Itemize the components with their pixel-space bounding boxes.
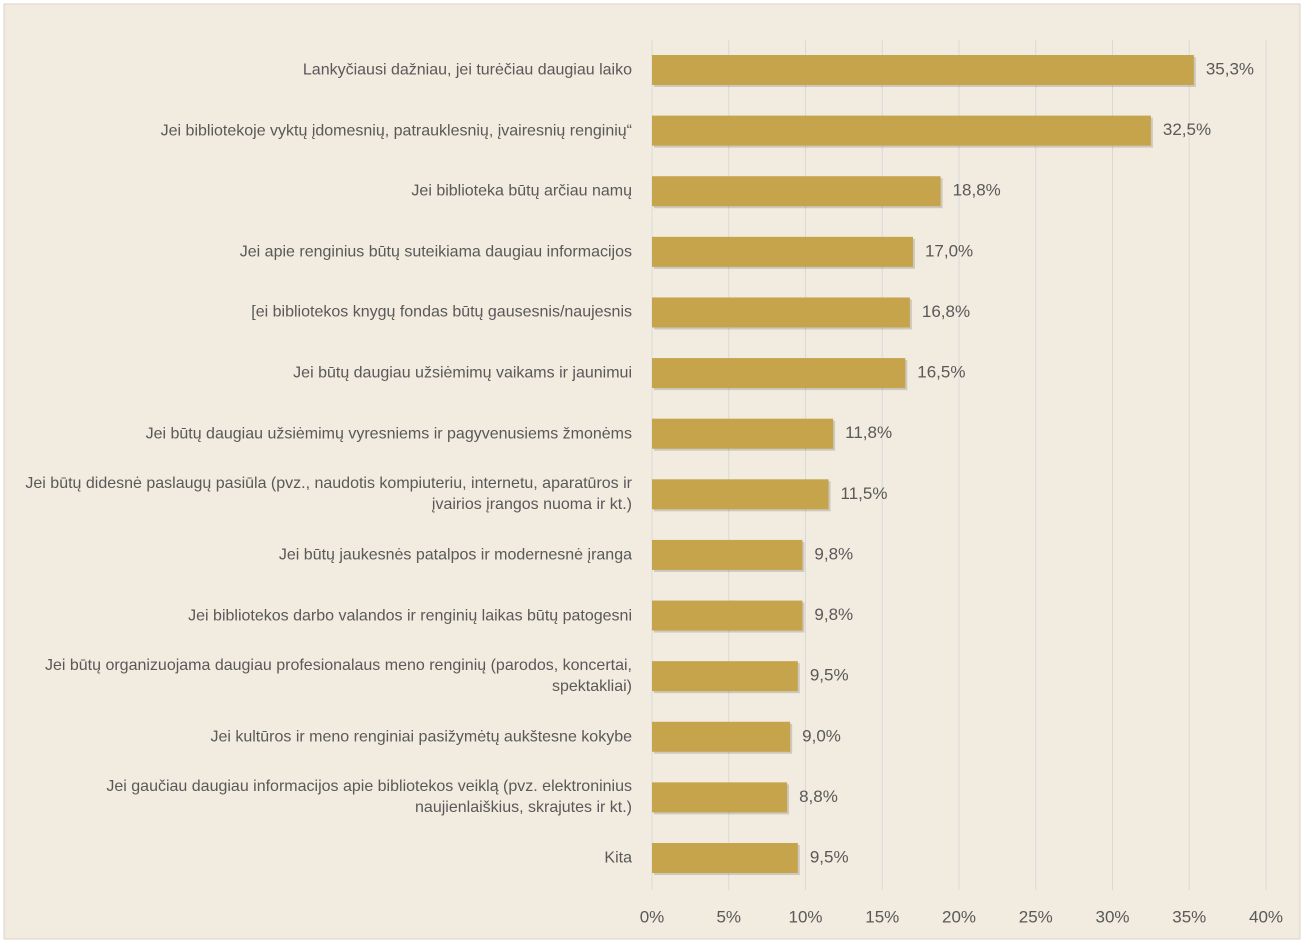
category-label: Jei gaučiau daugiau informacijos apie bi… [106,778,632,817]
data-label: 16,8% [922,302,970,321]
bar [652,55,1194,85]
category-label: Kita [604,849,632,867]
category-label: Jei kultūros ir meno renginiai pasižymėt… [210,728,632,746]
bar [652,782,788,813]
bar [652,418,834,449]
category-label: Jei būtų daugiau užsiėmimų vaikams ir ja… [293,364,632,382]
category-label: Jei būtų organizuojama daugiau profesion… [44,657,632,696]
data-label: 16,5% [917,363,965,382]
data-label: 8,8% [799,787,838,806]
x-tick-label: 20% [942,907,976,926]
x-tick-label: 10% [788,907,822,926]
bar [652,539,803,570]
data-label: 9,8% [814,605,853,624]
data-label: 11,8% [845,423,892,442]
data-label: 9,5% [810,666,849,685]
data-label: 9,0% [802,726,841,745]
x-tick-label: 5% [716,907,741,926]
x-tick-label: 15% [865,907,899,926]
data-label: 32,5% [1163,120,1211,139]
bar [652,115,1151,146]
bar [652,661,798,692]
category-label: Jei bibliotekos darbo valandos ir rengin… [188,607,632,625]
bar [652,297,910,328]
x-tick-label: 0% [640,907,665,926]
bar [652,236,913,267]
category-label: Jei būtų daugiau užsiėmimų vyresniems ir… [145,425,632,443]
bar [652,600,803,631]
category-label: Lankyčiausi dažniau, jei turėčiau daugia… [302,61,632,79]
x-tick-label: 30% [1095,907,1129,926]
category-label: Jei būtų didesnė paslaugų pasiūla (pvz.,… [25,475,632,514]
data-label: 9,5% [810,847,849,866]
category-label: Jei apie renginius būtų suteikiama daugi… [239,243,632,261]
bar [652,721,791,752]
data-label: 35,3% [1206,59,1254,78]
bar [652,843,798,873]
data-label: 11,5% [841,484,888,503]
data-label: 17,0% [925,241,973,260]
category-label: Jei būtų jaukesnės patalpos ir modernesn… [278,546,632,564]
x-tick-label: 40% [1249,907,1283,926]
data-label: 18,8% [953,181,1001,200]
category-label: Jei biblioteka būtų arčiau namų [411,182,632,200]
bar [652,479,829,510]
category-label: Jei bibliotekoje vyktų įdomesnių, patrau… [160,122,632,140]
x-tick-label: 35% [1172,907,1206,926]
data-label: 9,8% [814,544,853,563]
bar [652,358,906,389]
x-tick-label: 25% [1019,907,1053,926]
bar [652,176,941,207]
category-label: [ei bibliotekos knygų fondas būtų gauses… [251,303,632,321]
